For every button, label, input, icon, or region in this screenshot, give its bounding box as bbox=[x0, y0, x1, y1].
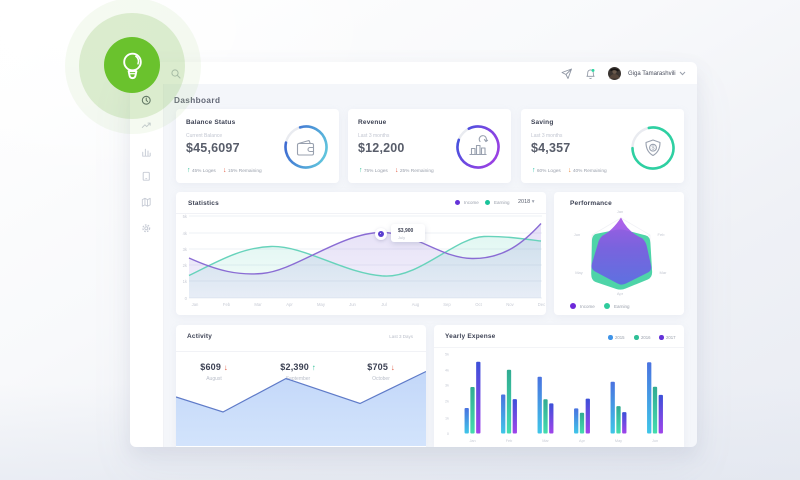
svg-text:Apr: Apr bbox=[286, 302, 293, 307]
svg-text:5k: 5k bbox=[183, 214, 188, 219]
svg-text:2k: 2k bbox=[183, 263, 188, 268]
svg-text:4k: 4k bbox=[445, 369, 449, 373]
svg-text:Jun: Jun bbox=[652, 439, 658, 443]
svg-text:3k: 3k bbox=[183, 247, 188, 252]
svg-text:May: May bbox=[615, 439, 622, 443]
svg-text:Mar: Mar bbox=[542, 439, 549, 443]
svg-text:Apr: Apr bbox=[579, 439, 586, 443]
svg-text:Sep: Sep bbox=[443, 302, 451, 307]
svg-text:Feb: Feb bbox=[658, 232, 666, 237]
svg-text:Earning: Earning bbox=[614, 304, 630, 309]
svg-text:Nov: Nov bbox=[506, 302, 514, 307]
svg-text:Jun: Jun bbox=[574, 232, 580, 237]
svg-text:1k: 1k bbox=[183, 279, 188, 284]
svg-text:Income: Income bbox=[580, 304, 595, 309]
svg-text:Dec: Dec bbox=[538, 302, 545, 307]
svg-text:Jul: Jul bbox=[381, 302, 386, 307]
svg-text:Jan: Jan bbox=[469, 439, 475, 443]
svg-text:May: May bbox=[317, 302, 326, 307]
svg-text:Apr: Apr bbox=[617, 291, 624, 296]
svg-text:Aug: Aug bbox=[412, 302, 420, 307]
svg-text:Feb: Feb bbox=[506, 439, 513, 443]
svg-text:$: $ bbox=[651, 145, 654, 151]
svg-text:Mar: Mar bbox=[254, 302, 262, 307]
svg-text:Jun: Jun bbox=[349, 302, 356, 307]
svg-text:0: 0 bbox=[185, 296, 188, 301]
svg-text:Jan: Jan bbox=[617, 209, 623, 214]
svg-text:2k: 2k bbox=[445, 400, 449, 404]
svg-text:0: 0 bbox=[447, 432, 449, 436]
svg-text:Jan: Jan bbox=[192, 302, 199, 307]
svg-text:1k: 1k bbox=[445, 417, 449, 421]
svg-text:5k: 5k bbox=[445, 353, 449, 357]
svg-text:Mar: Mar bbox=[660, 270, 668, 275]
svg-text:Oct: Oct bbox=[475, 302, 482, 307]
svg-text:Feb: Feb bbox=[223, 302, 231, 307]
svg-text:3k: 3k bbox=[445, 384, 449, 388]
svg-text:4k: 4k bbox=[183, 231, 188, 236]
svg-text:May: May bbox=[575, 270, 583, 275]
